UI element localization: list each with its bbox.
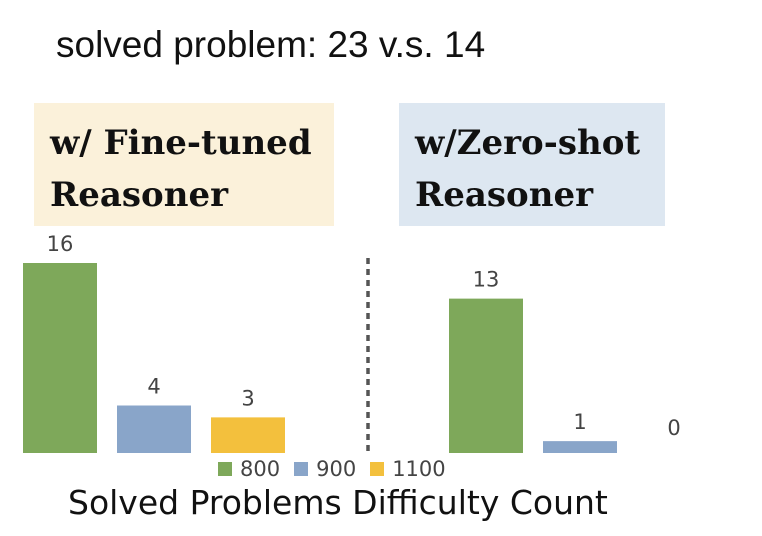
legend-item-1100: 1100	[370, 457, 446, 481]
legend-label-800: 800	[240, 457, 281, 481]
legend-item-800: 800	[218, 457, 280, 481]
legend-item-900: 900	[294, 457, 356, 481]
data-label-fine-tuned-900: 4	[147, 375, 160, 399]
chart-heading: solved problem: 23 v.s. 14	[56, 24, 486, 65]
legend-label-900: 900	[316, 457, 357, 481]
bar-fine-tuned-800	[23, 263, 97, 453]
data-label-zero-shot-800: 13	[473, 268, 500, 292]
legend-label-1100: 1100	[392, 457, 446, 481]
data-label-zero-shot-900: 1	[573, 410, 586, 434]
legend-swatch-1100	[370, 462, 385, 476]
fine-tuned-title-line2: Reasoner	[50, 175, 229, 215]
zero-shot-title-line2: Reasoner	[415, 175, 594, 215]
bars-layer: 16 4 3 13 1 0	[23, 232, 681, 453]
bar-zero-shot-800	[449, 298, 523, 453]
bar-zero-shot-900	[543, 441, 617, 453]
legend-swatch-800	[218, 462, 232, 476]
legend: 800 900 1100	[218, 457, 460, 481]
data-label-fine-tuned-800: 16	[47, 232, 74, 256]
zero-shot-panel-label: w/Zero-shot Reasoner	[399, 103, 665, 226]
zero-shot-title-line1: w/Zero-shot	[415, 123, 641, 163]
bar-fine-tuned-900	[117, 405, 191, 453]
legend-swatch-900	[294, 462, 309, 476]
fine-tuned-title-line1: w/ Fine-tuned	[50, 123, 312, 163]
x-axis-label: Solved Problems Difficulty Count	[68, 483, 608, 522]
data-label-fine-tuned-1100: 3	[241, 386, 254, 410]
fine-tuned-panel-label: w/ Fine-tuned Reasoner	[34, 103, 334, 226]
bar-fine-tuned-1100	[211, 417, 285, 453]
data-label-zero-shot-1100: 0	[667, 416, 680, 440]
